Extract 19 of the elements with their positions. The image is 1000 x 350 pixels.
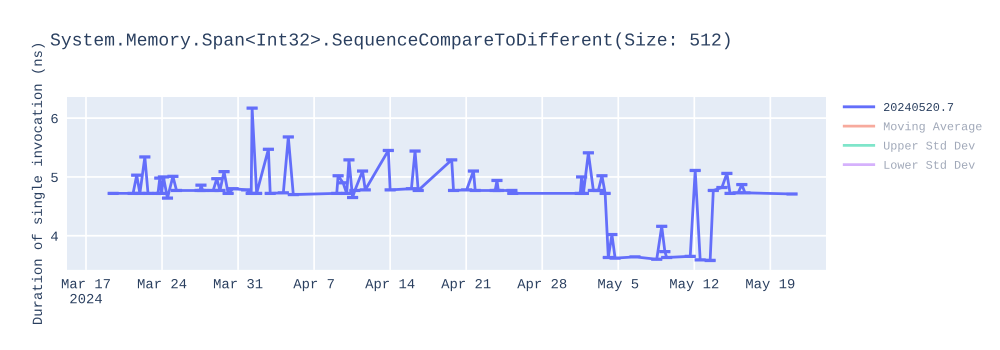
y-tick-label: 4 <box>51 232 58 241</box>
x-tick-label: May 12 <box>670 278 718 292</box>
y-tick-label: 6 <box>51 114 58 124</box>
legend-label: Lower Std Dev <box>884 160 975 169</box>
x-tick-label: Apr 7 <box>293 279 334 292</box>
legend-label: Moving Average <box>884 122 982 133</box>
legend-label: 20240520.7 <box>884 103 954 112</box>
chart-title: System.Memory.Span<Int32>.SequenceCompareToDifferent(Size: 512) <box>50 32 730 50</box>
y-axis-title: Duration of single invocation (ns) <box>32 44 45 324</box>
x-tick-label: Mar 24 <box>138 278 186 288</box>
x-tick-label: Apr 21 <box>441 278 491 292</box>
x-tick-label: Mar 31 <box>214 278 262 288</box>
y-tick-label: 5 <box>51 172 58 182</box>
x-tick-label: Apr 28 <box>517 278 566 292</box>
x-tick-label: May 19 <box>746 278 794 292</box>
x-tick-label: Apr 14 <box>365 279 414 292</box>
legend-label: Upper Std Dev <box>884 140 975 152</box>
x-tick-label: May 5 <box>598 279 638 292</box>
x-tick-label: Mar 17 2024 <box>62 279 110 304</box>
